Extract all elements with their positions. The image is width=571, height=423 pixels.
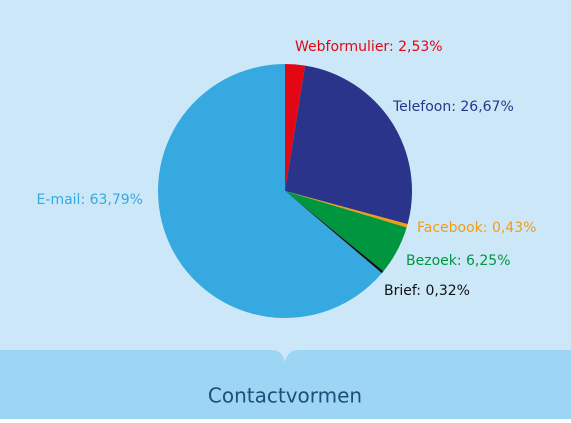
slice-label: Brief: 0,32% xyxy=(384,283,470,299)
slice-label: E-mail: 63,79% xyxy=(37,192,143,208)
pie-slice xyxy=(285,191,407,272)
slice-label: Webformulier: 2,53% xyxy=(295,39,443,55)
pie-slice xyxy=(285,191,384,274)
pie-slice xyxy=(157,64,382,318)
slice-label: Bezoek: 6,25% xyxy=(406,253,511,269)
chart-title: Contactvormen xyxy=(208,384,362,408)
pie-slice xyxy=(285,65,412,225)
pie-slice xyxy=(285,64,306,191)
title-band xyxy=(0,350,571,419)
pie-slice xyxy=(285,191,408,228)
slice-label: Facebook: 0,43% xyxy=(417,220,536,236)
slice-label: Telefoon: 26,67% xyxy=(392,99,514,115)
